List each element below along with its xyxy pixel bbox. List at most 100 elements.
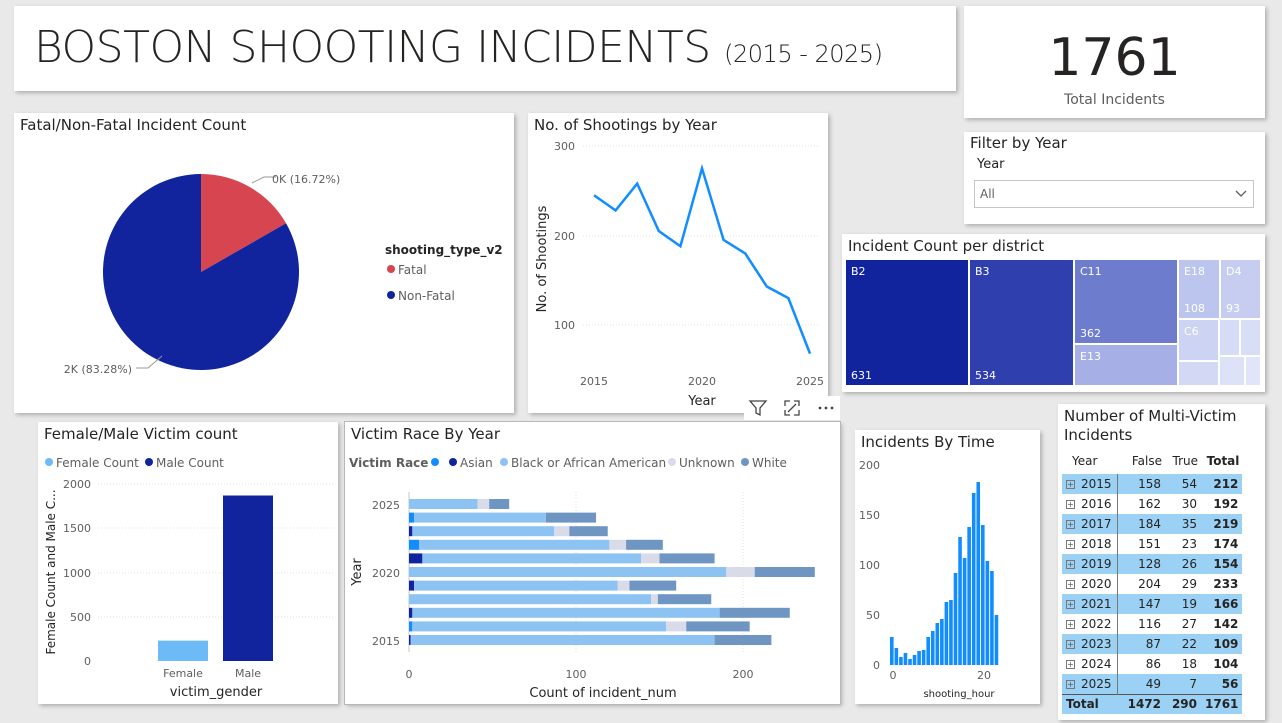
- bar-2016-black[interactable]: [412, 621, 667, 632]
- hour-bar-13[interactable]: [949, 600, 953, 665]
- treemap-cell-c6[interactable]: C6: [1178, 319, 1219, 361]
- treemap-cell-small-4[interactable]: [1219, 356, 1245, 386]
- expand-icon[interactable]: +: [1066, 660, 1075, 669]
- hour-bar-7[interactable]: [921, 650, 926, 665]
- expand-icon[interactable]: +: [1066, 580, 1075, 589]
- hour-bar-3[interactable]: [903, 653, 908, 665]
- treemap-cell-c11[interactable]: C11 362: [1074, 259, 1178, 344]
- bar-2016-asian[interactable]: [409, 621, 413, 632]
- pie-slice-fatal[interactable]: [201, 174, 287, 272]
- table-row[interactable]: +2021 147 19 166: [1062, 594, 1243, 614]
- bar-2018-unknown[interactable]: [651, 594, 658, 605]
- bar-2024-asian[interactable]: [409, 512, 415, 523]
- table-row[interactable]: +2017 184 35 219: [1062, 514, 1243, 534]
- table-row[interactable]: +2016 162 30 192: [1062, 494, 1243, 514]
- bar-2024-black[interactable]: [414, 512, 546, 523]
- hour-bar-20[interactable]: [981, 525, 985, 665]
- pie-slice-non-fatal[interactable]: [102, 174, 299, 371]
- legend-unknown-label[interactable]: Unknown: [679, 456, 735, 470]
- bar-2015-asian[interactable]: [409, 635, 411, 645]
- bar-2025-black[interactable]: [409, 499, 478, 509]
- col-header-true[interactable]: True: [1172, 454, 1199, 468]
- bar-2016-unknown[interactable]: [666, 621, 687, 632]
- expand-icon[interactable]: +: [1066, 520, 1075, 529]
- bar-2025-white[interactable]: [489, 499, 510, 509]
- legend-black-label[interactable]: Black or African American: [511, 456, 666, 470]
- bar-2021-unknown[interactable]: [641, 553, 660, 564]
- bar-2023-white[interactable]: [569, 526, 608, 537]
- bar-male[interactable]: [223, 495, 273, 661]
- treemap-cell-e13[interactable]: E13: [1074, 344, 1178, 386]
- expand-icon[interactable]: +: [1066, 679, 1075, 689]
- bar-2023-asian[interactable]: [409, 526, 413, 537]
- bar-2017-white[interactable]: [719, 607, 790, 618]
- bar-2025-unknown[interactable]: [477, 499, 490, 509]
- bar-2020-white[interactable]: [754, 567, 815, 577]
- bar-2019-asian[interactable]: [409, 580, 415, 591]
- hour-bar-6[interactable]: [917, 651, 921, 665]
- bar-2019-white[interactable]: [629, 580, 677, 591]
- hour-bar-9[interactable]: [930, 631, 935, 665]
- hour-bar-12[interactable]: [944, 602, 949, 665]
- table-row[interactable]: +2015 158 54 212: [1062, 474, 1243, 494]
- expand-icon[interactable]: +: [1066, 600, 1075, 609]
- treemap-cell-small-3[interactable]: [1240, 319, 1261, 356]
- hour-bar-19[interactable]: [976, 482, 981, 665]
- treemap-cell-small-2[interactable]: [1219, 319, 1240, 356]
- treemap-cell-b2[interactable]: B2 631: [845, 259, 969, 386]
- table-row[interactable]: +2024 86 18 104: [1062, 654, 1243, 674]
- legend-fatal-label[interactable]: Fatal: [398, 263, 427, 277]
- expand-icon[interactable]: +: [1066, 640, 1075, 649]
- bar-2020-unknown[interactable]: [726, 567, 755, 577]
- table-row[interactable]: +2022 116 27 142: [1062, 614, 1243, 634]
- expand-icon[interactable]: +: [1066, 560, 1075, 569]
- bar-2017-asian[interactable]: [409, 607, 413, 618]
- treemap-cell-small-1[interactable]: [1178, 361, 1219, 386]
- table-row[interactable]: +2020 204 29 233: [1062, 574, 1243, 594]
- legend-nonfatal-label[interactable]: Non-Fatal: [398, 289, 455, 303]
- bar-2022-white[interactable]: [626, 539, 663, 550]
- legend-asian-label[interactable]: Asian: [460, 456, 493, 470]
- bar-2015-black[interactable]: [410, 635, 715, 645]
- legend-male-label[interactable]: Male Count: [156, 456, 224, 470]
- col-header-year[interactable]: Year: [1072, 454, 1098, 468]
- table-row[interactable]: +2018 151 23 174: [1062, 534, 1243, 554]
- bar-2019-black[interactable]: [414, 580, 618, 591]
- hour-bar-5[interactable]: [912, 655, 917, 665]
- hour-bar-15[interactable]: [958, 537, 962, 665]
- more-options-icon[interactable]: [816, 398, 836, 418]
- hour-bar-1[interactable]: [894, 648, 899, 665]
- hour-bar-14[interactable]: [953, 573, 958, 665]
- bar-2021-black[interactable]: [422, 553, 642, 564]
- bar-2017-black[interactable]: [412, 607, 720, 618]
- bar-2016-white[interactable]: [686, 621, 750, 632]
- bar-2024-white[interactable]: [545, 512, 597, 523]
- bar-2020-black[interactable]: [409, 567, 727, 577]
- hour-bar-23[interactable]: [994, 615, 999, 665]
- treemap-cell-b3[interactable]: B3 534: [969, 259, 1074, 386]
- bar-2022-black[interactable]: [419, 539, 610, 550]
- treemap-cell-e18[interactable]: E18 108: [1178, 259, 1220, 319]
- hour-bar-10[interactable]: [935, 623, 940, 665]
- bar-2021-asian[interactable]: [409, 553, 423, 564]
- table-row[interactable]: +2019 128 26 154: [1062, 554, 1243, 574]
- filter-icon[interactable]: [748, 398, 768, 418]
- expand-icon[interactable]: +: [1066, 620, 1075, 629]
- expand-icon[interactable]: +: [1066, 480, 1075, 489]
- bar-2015-white[interactable]: [714, 635, 772, 645]
- hour-bar-0[interactable]: [890, 637, 894, 665]
- bar-2021-white[interactable]: [659, 553, 715, 564]
- col-header-false[interactable]: False: [1131, 454, 1162, 468]
- hour-bar-2[interactable]: [899, 657, 903, 665]
- col-header-total[interactable]: Total: [1206, 454, 1240, 468]
- hour-bar-11[interactable]: [940, 619, 944, 665]
- bar-2019-unknown[interactable]: [617, 580, 630, 591]
- treemap-cell-small-5[interactable]: [1245, 356, 1261, 386]
- table-row[interactable]: +2025 49 7 56: [1062, 674, 1243, 694]
- bar-2018-black[interactable]: [409, 594, 652, 605]
- bar-female[interactable]: [158, 640, 208, 661]
- bar-2022-asian[interactable]: [409, 539, 420, 550]
- year-dropdown[interactable]: All: [974, 180, 1254, 208]
- hour-bar-17[interactable]: [967, 527, 971, 665]
- treemap-cell-d4[interactable]: D4 93: [1220, 259, 1261, 319]
